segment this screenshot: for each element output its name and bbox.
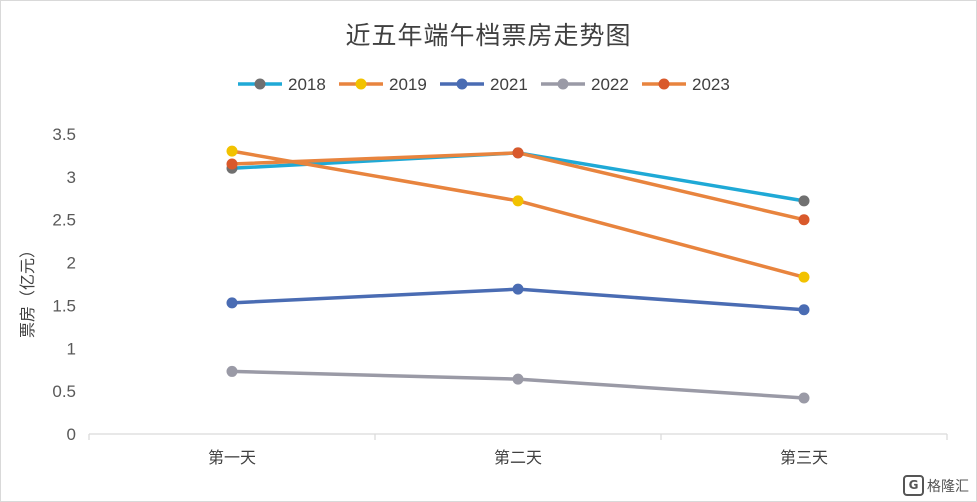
data-point-2021 xyxy=(226,297,238,309)
data-point-2018 xyxy=(798,195,810,207)
y-tick-label: 3 xyxy=(67,168,76,187)
data-point-2019 xyxy=(226,145,238,157)
y-tick-label: 2 xyxy=(67,254,76,273)
legend-label-2022: 2022 xyxy=(591,75,629,94)
legend-label-2019: 2019 xyxy=(389,75,427,94)
y-tick-label: 3.5 xyxy=(52,125,76,144)
data-point-2019 xyxy=(798,271,810,283)
legend-marker-2022 xyxy=(557,78,569,90)
data-point-2022 xyxy=(512,373,524,385)
y-tick-label: 1 xyxy=(67,339,76,358)
data-point-2022 xyxy=(798,392,810,404)
chart-title: 近五年端午档票房走势图 xyxy=(345,21,632,50)
data-point-2023 xyxy=(798,214,810,226)
legend: 2018 2019 2021 2022 2023 xyxy=(238,75,730,94)
legend-label-2018: 2018 xyxy=(288,75,326,94)
y-tick-label: 0.5 xyxy=(52,382,76,401)
data-point-2019 xyxy=(512,195,524,207)
data-point-2023 xyxy=(226,158,238,170)
watermark-text: 格隆汇 xyxy=(927,478,969,495)
data-point-2023 xyxy=(512,147,524,159)
watermark: G 格隆汇 xyxy=(903,475,969,496)
x-category-label: 第一天 xyxy=(208,448,256,467)
legend-marker-2023 xyxy=(658,78,670,90)
x-category-label: 第三天 xyxy=(780,448,828,467)
x-category-label: 第二天 xyxy=(494,448,542,467)
series-lines xyxy=(230,149,806,400)
legend-marker-2019 xyxy=(355,78,367,90)
series-markers xyxy=(226,145,810,404)
data-point-2021 xyxy=(512,283,524,295)
y-axis-ticks: 0 0.5 1 1.5 2 2.5 3 3.5 xyxy=(52,125,76,444)
y-tick-label: 2.5 xyxy=(52,211,76,230)
legend-label-2023: 2023 xyxy=(692,75,730,94)
data-point-2022 xyxy=(226,365,238,377)
data-point-2021 xyxy=(798,304,810,316)
legend-label-2021: 2021 xyxy=(490,75,528,94)
x-axis-ticks: 第一天 第二天 第三天 xyxy=(88,434,948,467)
y-axis-label: 票房（亿元） xyxy=(18,242,37,338)
legend-marker-2021 xyxy=(456,78,468,90)
y-tick-label: 1.5 xyxy=(52,296,76,315)
series-line-2019 xyxy=(230,149,806,279)
y-tick-label: 0 xyxy=(67,425,76,444)
watermark-logo-icon: G xyxy=(903,475,924,496)
legend-marker-2018 xyxy=(254,78,266,90)
